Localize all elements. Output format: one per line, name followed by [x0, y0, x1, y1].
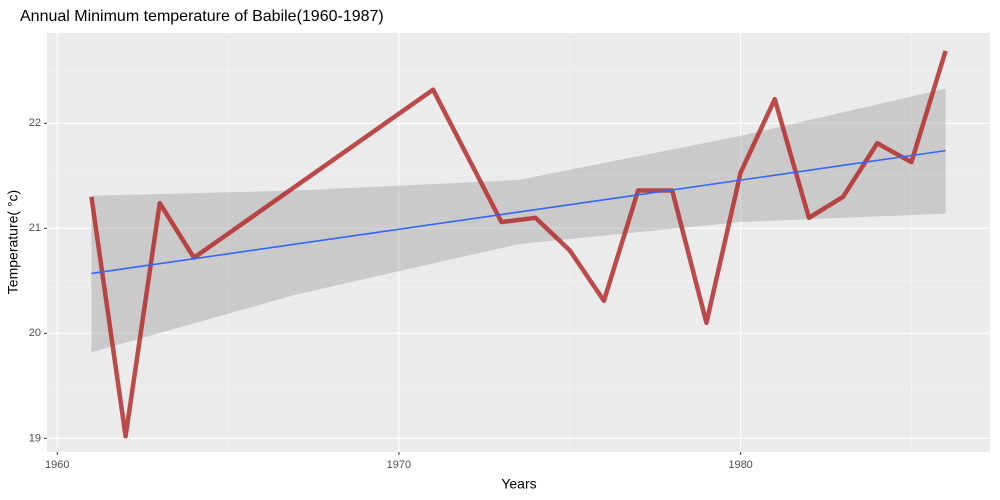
data-line [89, 50, 948, 439]
y-tick-label: 22 [29, 117, 41, 129]
y-tick-label: 20 [29, 327, 41, 339]
y-tick-label: 19 [29, 432, 41, 444]
x-tick-label: 1970 [387, 459, 411, 471]
x-tick-label: 1960 [45, 459, 69, 471]
chart-title: Annual Minimum temperature of Babile(196… [20, 8, 384, 25]
trend-line [91, 149, 946, 275]
y-tick-label: 21 [29, 222, 41, 234]
x-tick-label: 1980 [728, 459, 752, 471]
plot-panel [47, 33, 990, 452]
y-axis-label: Temperature( °c) [5, 190, 21, 294]
x-axis-label: Years [501, 476, 536, 492]
